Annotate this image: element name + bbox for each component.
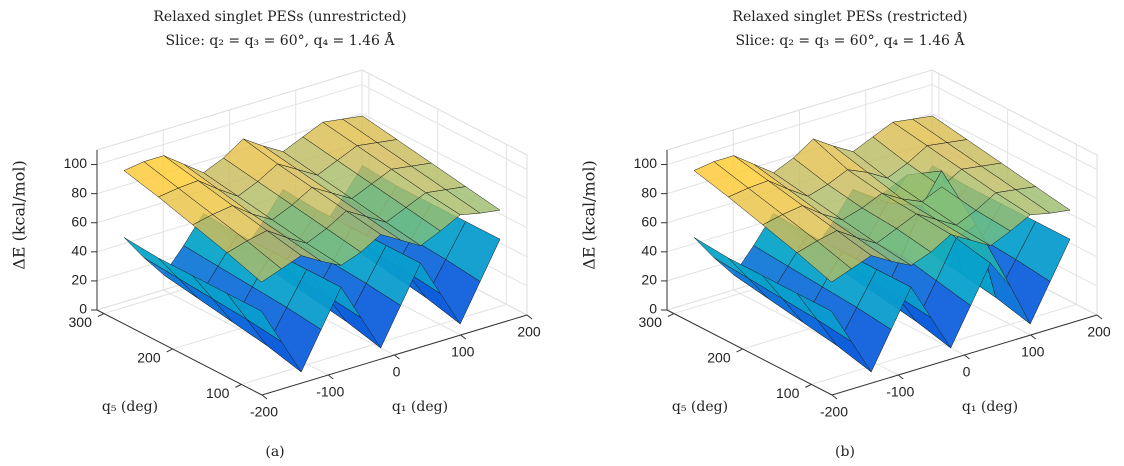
tick-mark (166, 348, 173, 353)
z-tick-label: 0 (649, 301, 657, 317)
z-tick-label: 20 (71, 272, 87, 288)
z-tick-label: 40 (71, 243, 87, 259)
z-tick-label: 80 (71, 184, 87, 200)
x-axis-label: q₁ (deg) (962, 399, 1018, 415)
axis-line (261, 314, 528, 396)
x-tick-label: 100 (451, 344, 475, 360)
chart-title: Relaxed singlet PESs (unrestricted) (153, 9, 406, 25)
z-tick-label: 0 (79, 301, 87, 317)
surface-cell (226, 293, 282, 342)
caption: (b) (835, 444, 855, 460)
y-tick-label: 300 (69, 314, 93, 330)
tick-mark (394, 354, 400, 360)
z-tick-label: 60 (641, 213, 657, 229)
y-tick-label: 100 (776, 385, 800, 401)
x-axis-label: q₁ (deg) (392, 399, 448, 415)
surface-cell (796, 240, 852, 283)
tick-mark (964, 354, 970, 360)
grid-line (931, 84, 1098, 170)
x-tick-label: -100 (316, 384, 344, 400)
z-tick-label: 20 (641, 272, 657, 288)
y-tick-label: 200 (137, 350, 161, 366)
x-tick-label: -200 (820, 404, 848, 420)
tick-mark (667, 313, 675, 317)
x-tick-label: 200 (1087, 324, 1111, 340)
grid-line (361, 113, 528, 200)
tick-mark (97, 313, 105, 317)
x-tick-label: 100 (1021, 344, 1045, 360)
chart-title: Relaxed singlet PESs (restricted) (732, 9, 967, 25)
x-tick-label: 0 (393, 364, 401, 380)
tick-mark (327, 374, 334, 380)
y-axis-label: q₅ (deg) (672, 399, 728, 415)
z-tick-label: 40 (641, 243, 657, 259)
panel: 0 20 40 60 80 100 -200 -100 0 100 200 100 200 300 Rela… (10, 9, 541, 460)
y-tick-label: 200 (707, 350, 731, 366)
chart-title: Slice: q₂ = q₃ = 60°, q₄ = 1.46 Å (166, 31, 396, 49)
surface-cell (226, 240, 282, 283)
tick-mark (831, 394, 838, 400)
tick-mark (1030, 334, 1037, 340)
tick-mark (1096, 314, 1103, 320)
tick-mark (736, 348, 743, 353)
tick-mark (460, 334, 467, 340)
chart-title: Slice: q₂ = q₃ = 60°, q₄ = 1.46 Å (736, 31, 966, 49)
axis-line (666, 309, 833, 396)
surface-cell (796, 293, 852, 342)
x-tick-label: 200 (517, 324, 541, 340)
tick-mark (805, 383, 812, 388)
x-tick-label: -100 (886, 384, 914, 400)
caption: (a) (265, 444, 284, 460)
tick-mark (261, 394, 268, 400)
y-tick-label: 100 (206, 385, 230, 401)
z-tick-label: 60 (71, 213, 87, 229)
z-tick-label: 80 (641, 184, 657, 200)
panel: 0 20 40 60 80 100 -200 -100 0 100 200 100 200 300 Rela… (580, 9, 1111, 460)
tick-mark (526, 314, 533, 320)
y-tick-label: 300 (639, 314, 663, 330)
grid-line (931, 113, 1098, 200)
z-tick-label: 100 (64, 155, 88, 171)
x-tick-label: -200 (250, 404, 278, 420)
axis-line (831, 314, 1098, 396)
tick-mark (897, 374, 904, 380)
z-axis-label: ΔE (kcal/mol) (10, 160, 29, 269)
y-axis-label: q₅ (deg) (102, 399, 158, 415)
z-axis-label: ΔE (kcal/mol) (580, 160, 599, 269)
z-tick-label: 100 (634, 155, 658, 171)
axis-line (96, 309, 263, 396)
tick-mark (235, 383, 242, 388)
grid-line (361, 84, 528, 170)
x-tick-label: 0 (963, 364, 971, 380)
